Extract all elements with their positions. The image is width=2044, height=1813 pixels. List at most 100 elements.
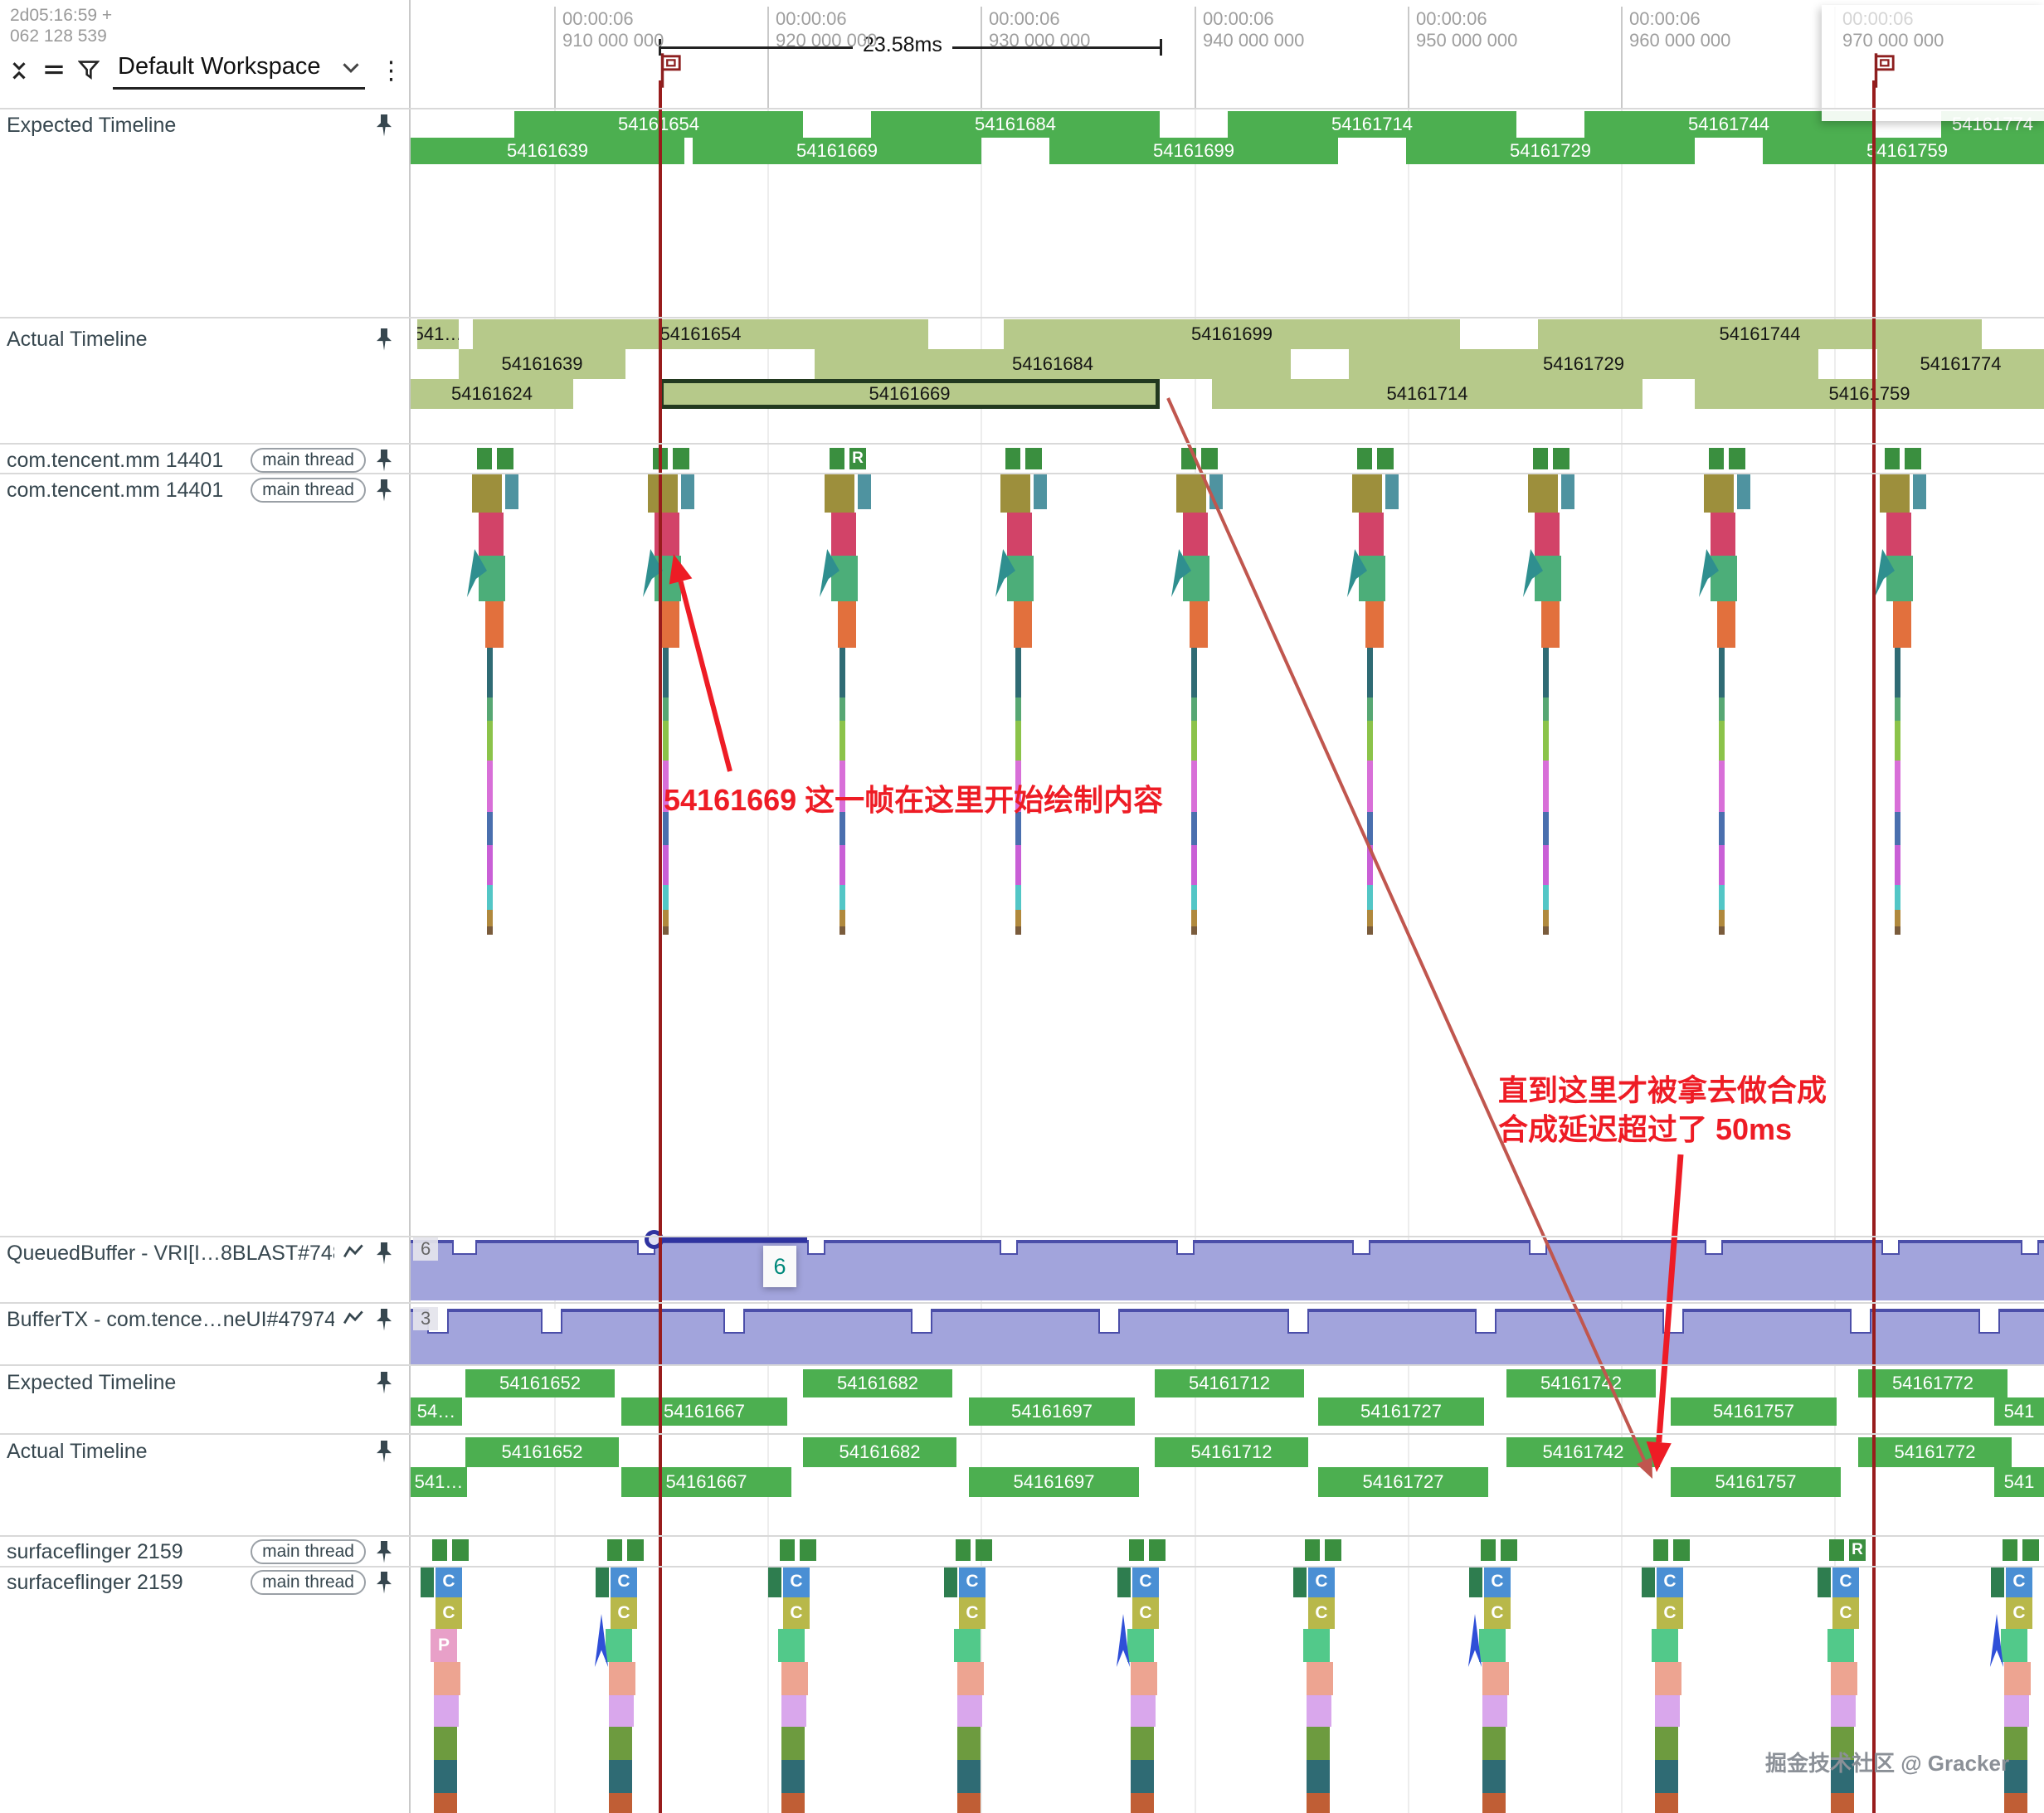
app-thread-slice[interactable] [1367, 761, 1373, 812]
flatten-tracks-icon[interactable] [43, 59, 65, 85]
app-thread-frame-square[interactable] [1709, 448, 1724, 469]
sf-thread-slice[interactable] [596, 1566, 609, 1597]
sf-thread-slice[interactable] [781, 1727, 805, 1760]
sf-thread-slice[interactable]: C [959, 1566, 986, 1597]
pin-icon[interactable] [377, 1371, 392, 1394]
app-thread-slice[interactable] [663, 812, 669, 845]
sf-thread-frame-square[interactable] [1501, 1539, 1517, 1561]
sf-expected-frame[interactable]: 54161772 [1858, 1369, 2008, 1397]
buffer-tx-counter-area[interactable] [411, 1309, 2044, 1364]
sf-thread-slice[interactable] [1652, 1629, 1678, 1662]
app-actual-frame[interactable]: 54161624 [411, 379, 573, 409]
app-thread-slice[interactable] [1719, 845, 1725, 885]
app-thread-slice[interactable] [1886, 556, 1913, 601]
sf-expected-frame[interactable]: 54161712 [1155, 1369, 1304, 1397]
sf-thread-frame-square[interactable] [976, 1539, 992, 1561]
app-thread-slice[interactable] [1015, 845, 1021, 885]
sf-thread-slice[interactable] [1831, 1760, 1854, 1793]
app-thread-slice[interactable] [1015, 926, 1021, 935]
sf-thread-slice[interactable] [1655, 1727, 1678, 1760]
track-queued-buffer[interactable]: QueuedBuffer - VRI[I…8BLAST#748 [0, 1239, 404, 1267]
app-thread-slice[interactable] [1543, 761, 1549, 812]
app-thread-slice[interactable] [1895, 845, 1900, 885]
sf-thread-slice[interactable] [1482, 1793, 1506, 1813]
sf-expected-frame[interactable]: 54161682 [803, 1369, 952, 1397]
app-thread-slice[interactable] [1191, 885, 1197, 910]
sf-thread-slice[interactable] [1482, 1760, 1506, 1793]
app-thread-slice[interactable] [472, 473, 502, 513]
app-actual-frame[interactable]: 54161744 [1538, 319, 1982, 349]
app-thread-slice[interactable] [1359, 556, 1385, 601]
sf-thread-slice[interactable]: C [783, 1566, 810, 1597]
sf-thread-slice[interactable] [434, 1760, 457, 1793]
sf-thread-frame-square[interactable] [432, 1539, 447, 1561]
collapse-tracks-icon[interactable] [8, 59, 30, 85]
app-actual-frame[interactable]: 54161639 [459, 349, 625, 379]
sf-actual-frame[interactable]: 541… [411, 1467, 467, 1497]
sf-thread-frame-square[interactable] [956, 1539, 971, 1561]
app-thread-slice[interactable] [1895, 885, 1900, 910]
pin-icon[interactable] [377, 114, 392, 137]
app-thread-frame-square[interactable] [1905, 448, 1921, 469]
sf-thread-slice[interactable] [1827, 1629, 1854, 1662]
app-thread-slice[interactable] [1015, 721, 1021, 761]
sf-actual-frame[interactable]: 54161757 [1671, 1467, 1841, 1497]
app-thread-slice[interactable] [487, 845, 493, 885]
app-thread-slice[interactable] [1209, 473, 1223, 509]
app-thread-slice[interactable] [1895, 721, 1900, 761]
app-thread-slice[interactable] [838, 601, 856, 648]
sf-thread-slice[interactable] [781, 1793, 805, 1813]
app-thread-slice[interactable] [831, 556, 858, 601]
app-thread-frame-square[interactable] [477, 448, 492, 469]
sf-thread-slice[interactable] [1293, 1566, 1307, 1597]
sf-thread-slice[interactable]: C [1132, 1566, 1159, 1597]
app-thread-slice[interactable] [858, 473, 871, 509]
sf-actual-frame[interactable]: 54161652 [465, 1437, 619, 1467]
app-thread-slice[interactable] [1367, 910, 1373, 926]
sf-thread-slice[interactable]: C [959, 1597, 986, 1629]
sf-thread-slice[interactable] [1117, 1566, 1131, 1597]
app-expected-frame[interactable]: 54161639 [411, 138, 684, 164]
sf-thread-slice[interactable] [954, 1629, 981, 1662]
sf-thread-slice[interactable] [1131, 1793, 1154, 1813]
sf-thread-slice[interactable] [2004, 1727, 2027, 1760]
app-thread-slice[interactable] [840, 697, 845, 721]
sf-thread-slice[interactable] [1482, 1695, 1507, 1727]
app-thread-slice[interactable] [1367, 845, 1373, 885]
sf-expected-frame[interactable]: 54161652 [465, 1369, 615, 1397]
app-thread-slice[interactable] [1543, 648, 1549, 697]
sf-expected-frame[interactable]: 54161727 [1318, 1397, 1484, 1426]
sf-thread-slice[interactable] [2004, 1695, 2029, 1727]
sf-thread-slice[interactable] [609, 1793, 632, 1813]
sf-thread-slice[interactable] [1307, 1727, 1330, 1760]
app-thread-slice[interactable] [487, 910, 493, 926]
sf-thread-frame-square[interactable] [1149, 1539, 1166, 1561]
sf-thread-slice[interactable] [2004, 1760, 2027, 1793]
app-thread-slice[interactable] [487, 648, 493, 697]
app-thread-slice[interactable] [1719, 812, 1725, 845]
filter-icon[interactable] [77, 59, 100, 85]
app-thread-slice[interactable] [1015, 648, 1021, 697]
app-thread-slice[interactable] [663, 910, 669, 926]
app-thread-slice[interactable] [1191, 721, 1197, 761]
app-thread-slice[interactable] [1711, 513, 1735, 556]
sf-thread-frame-square[interactable] [1325, 1539, 1341, 1561]
app-thread-slice[interactable] [840, 926, 845, 935]
sf-thread-slice[interactable] [957, 1760, 981, 1793]
app-thread-frame-square[interactable] [1729, 448, 1745, 469]
app-thread-slice[interactable] [1007, 513, 1032, 556]
app-thread-slice[interactable] [661, 601, 679, 648]
sf-thread-slice[interactable] [434, 1662, 460, 1695]
app-thread-slice[interactable] [1191, 697, 1197, 721]
app-thread-slice[interactable] [1352, 473, 1382, 513]
app-thread-slice[interactable] [1007, 556, 1034, 601]
app-thread-slice[interactable] [840, 812, 845, 845]
app-thread-slice[interactable] [1561, 473, 1574, 509]
track-buffer-tx[interactable]: BufferTX - com.tence…neUI#47974 [0, 1305, 404, 1334]
app-thread-slice[interactable] [663, 648, 669, 697]
sf-thread-slice[interactable]: C [1132, 1597, 1159, 1629]
app-thread-slice[interactable] [1015, 697, 1021, 721]
sf-thread-slice[interactable] [957, 1793, 981, 1813]
pin-icon[interactable] [377, 1308, 392, 1331]
pin-icon[interactable] [377, 328, 392, 351]
